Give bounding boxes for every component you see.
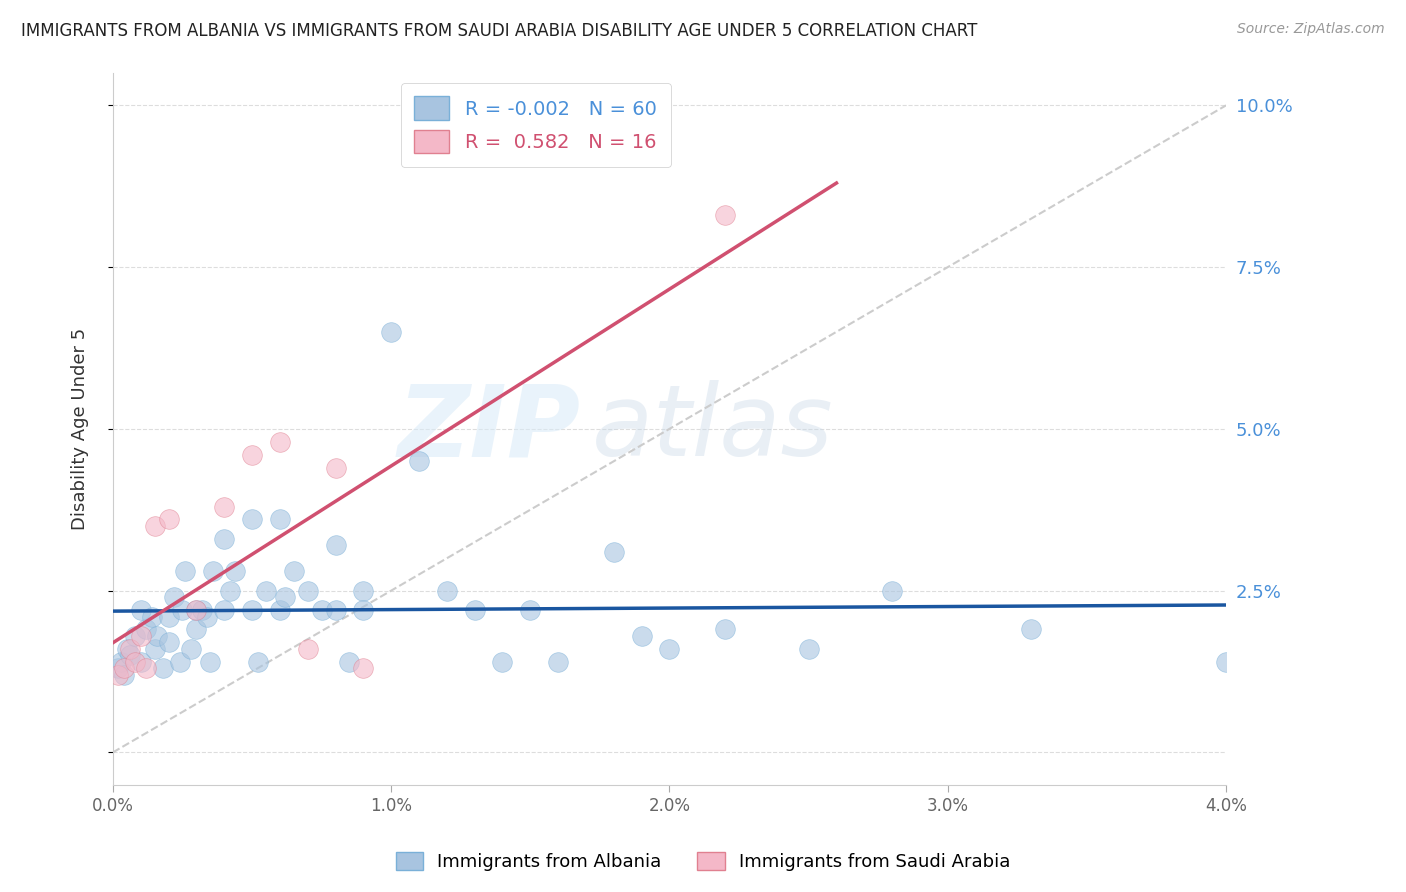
- Point: [218, 583, 240, 598]
- Point: [1019, 623, 1042, 637]
- Point: [163, 590, 186, 604]
- Point: [269, 512, 291, 526]
- Point: [135, 623, 157, 637]
- Point: [339, 655, 361, 669]
- Point: [297, 641, 319, 656]
- Point: [135, 661, 157, 675]
- Text: IMMIGRANTS FROM ALBANIA VS IMMIGRANTS FROM SAUDI ARABIA DISABILITY AGE UNDER 5 C: IMMIGRANTS FROM ALBANIA VS IMMIGRANTS FR…: [21, 22, 977, 40]
- Point: [797, 641, 820, 656]
- Point: [152, 661, 174, 675]
- Point: [124, 655, 146, 669]
- Point: [118, 641, 141, 656]
- Point: [157, 512, 180, 526]
- Point: [603, 545, 626, 559]
- Point: [240, 448, 263, 462]
- Point: [240, 512, 263, 526]
- Point: [143, 519, 166, 533]
- Point: [157, 635, 180, 649]
- Point: [169, 655, 191, 669]
- Point: [436, 583, 458, 598]
- Point: [658, 641, 681, 656]
- Point: [714, 208, 737, 222]
- Y-axis label: Disability Age Under 5: Disability Age Under 5: [72, 327, 89, 530]
- Legend: R = -0.002   N = 60, R =  0.582   N = 16: R = -0.002 N = 60, R = 0.582 N = 16: [401, 83, 671, 167]
- Point: [519, 603, 541, 617]
- Point: [882, 583, 904, 598]
- Text: atlas: atlas: [592, 380, 834, 477]
- Point: [141, 609, 163, 624]
- Point: [408, 454, 430, 468]
- Point: [129, 655, 152, 669]
- Point: [212, 532, 235, 546]
- Point: [240, 603, 263, 617]
- Point: [202, 564, 225, 578]
- Text: ZIP: ZIP: [398, 380, 581, 477]
- Point: [143, 641, 166, 656]
- Point: [186, 603, 208, 617]
- Point: [146, 629, 169, 643]
- Text: Source: ZipAtlas.com: Source: ZipAtlas.com: [1237, 22, 1385, 37]
- Point: [112, 661, 135, 675]
- Point: [325, 460, 347, 475]
- Point: [274, 590, 297, 604]
- Point: [186, 603, 208, 617]
- Point: [714, 623, 737, 637]
- Point: [297, 583, 319, 598]
- Point: [197, 609, 219, 624]
- Point: [1215, 655, 1237, 669]
- Point: [172, 603, 194, 617]
- Point: [325, 603, 347, 617]
- Point: [157, 609, 180, 624]
- Point: [212, 603, 235, 617]
- Point: [180, 641, 202, 656]
- Point: [112, 667, 135, 681]
- Legend: Immigrants from Albania, Immigrants from Saudi Arabia: Immigrants from Albania, Immigrants from…: [388, 845, 1018, 879]
- Point: [212, 500, 235, 514]
- Point: [352, 661, 374, 675]
- Point: [311, 603, 333, 617]
- Point: [380, 325, 402, 339]
- Point: [129, 629, 152, 643]
- Point: [115, 641, 138, 656]
- Point: [224, 564, 246, 578]
- Point: [186, 623, 208, 637]
- Point: [547, 655, 569, 669]
- Point: [464, 603, 486, 617]
- Point: [269, 603, 291, 617]
- Point: [124, 629, 146, 643]
- Point: [246, 655, 269, 669]
- Point: [118, 648, 141, 663]
- Point: [352, 603, 374, 617]
- Point: [110, 655, 132, 669]
- Point: [325, 538, 347, 552]
- Point: [129, 603, 152, 617]
- Point: [352, 583, 374, 598]
- Point: [630, 629, 652, 643]
- Point: [200, 655, 222, 669]
- Point: [107, 667, 129, 681]
- Point: [174, 564, 197, 578]
- Point: [107, 661, 129, 675]
- Point: [491, 655, 513, 669]
- Point: [283, 564, 305, 578]
- Point: [191, 603, 214, 617]
- Point: [254, 583, 277, 598]
- Point: [269, 434, 291, 449]
